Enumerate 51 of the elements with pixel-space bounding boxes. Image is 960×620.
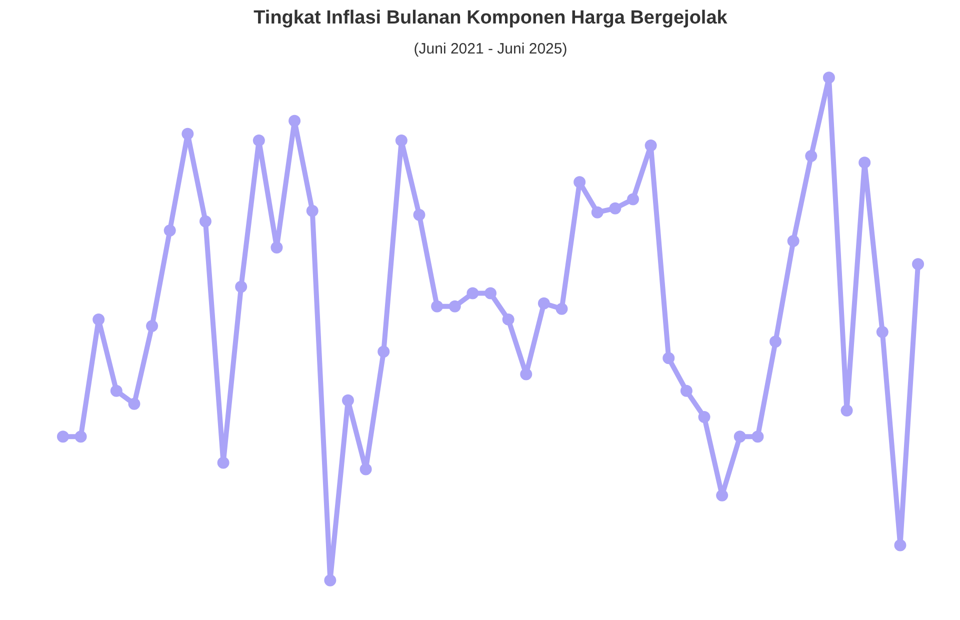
point bbox=[306, 204, 318, 217]
point bbox=[574, 176, 586, 188]
point bbox=[698, 411, 710, 423]
point bbox=[431, 300, 444, 312]
point bbox=[822, 72, 835, 84]
point bbox=[662, 352, 675, 364]
point bbox=[56, 430, 69, 443]
point bbox=[734, 430, 746, 443]
point bbox=[894, 539, 906, 552]
point bbox=[787, 235, 800, 247]
point bbox=[502, 313, 514, 326]
chart-title: Tingkat Inflasi Bulanan Komponen Harga Bergejolak bbox=[254, 8, 728, 28]
point bbox=[609, 202, 622, 214]
point bbox=[770, 336, 782, 348]
point bbox=[448, 300, 461, 312]
point bbox=[110, 384, 122, 397]
point bbox=[324, 574, 336, 586]
point bbox=[805, 150, 818, 162]
point bbox=[858, 156, 871, 169]
point bbox=[484, 287, 496, 300]
point bbox=[342, 394, 354, 406]
point bbox=[876, 326, 888, 338]
point bbox=[360, 463, 372, 476]
point bbox=[752, 430, 764, 443]
point bbox=[199, 215, 212, 228]
point bbox=[164, 224, 176, 236]
point bbox=[520, 368, 532, 380]
point bbox=[912, 258, 924, 270]
point bbox=[270, 242, 283, 254]
point bbox=[395, 134, 408, 146]
point bbox=[288, 114, 301, 127]
point bbox=[92, 313, 105, 326]
point bbox=[146, 320, 158, 332]
point bbox=[840, 404, 853, 416]
point bbox=[591, 206, 604, 218]
chart-subtitle: (Juni 2021 - Juni 2025) bbox=[414, 40, 568, 58]
point bbox=[252, 134, 265, 146]
point bbox=[378, 346, 390, 358]
point bbox=[644, 139, 657, 152]
point bbox=[74, 430, 87, 443]
point bbox=[466, 287, 479, 300]
point bbox=[182, 128, 194, 140]
point bbox=[413, 208, 426, 221]
point bbox=[235, 280, 248, 293]
point bbox=[538, 297, 550, 310]
point bbox=[680, 384, 692, 397]
point bbox=[128, 398, 140, 410]
point bbox=[217, 456, 230, 469]
point bbox=[716, 489, 728, 502]
point bbox=[627, 193, 640, 206]
point bbox=[556, 302, 568, 315]
